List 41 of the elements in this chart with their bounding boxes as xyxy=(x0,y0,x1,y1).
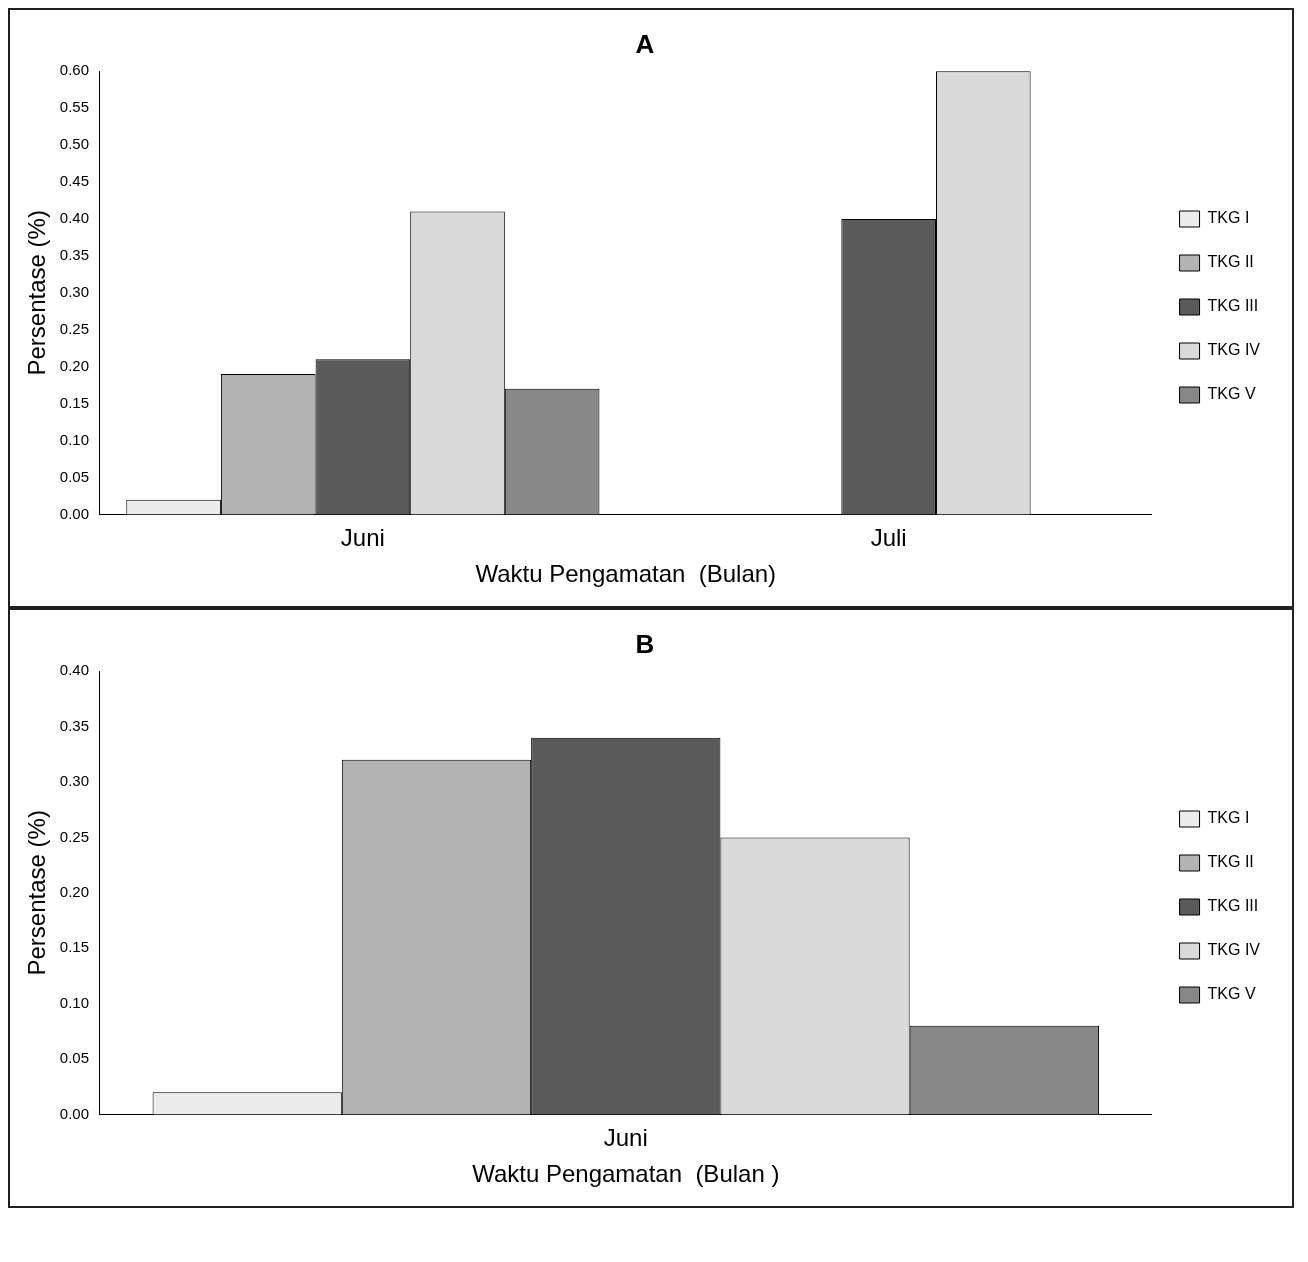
y-tick-label: 0.20 xyxy=(59,356,89,374)
legend-label: TKG III xyxy=(1207,297,1259,315)
y-tick-label: 0.25 xyxy=(59,319,89,337)
chart-title: A xyxy=(635,28,655,59)
chart-title: B xyxy=(635,628,655,659)
legend-label: TKG V xyxy=(1207,985,1256,1003)
y-tick-label: 0.60 xyxy=(59,61,89,79)
y-tick-label: 0.10 xyxy=(59,430,89,448)
y-tick-label: 0.05 xyxy=(59,467,89,485)
y-tick-label: 0.00 xyxy=(59,1104,89,1122)
legend-label: TKG I xyxy=(1207,209,1250,227)
x-axis-title: Waktu Pengamatan (Bulan) xyxy=(475,560,777,588)
y-tick-label: 0.10 xyxy=(59,993,89,1011)
x-tick-label: Juli xyxy=(870,524,907,552)
y-tick-label: 0.30 xyxy=(59,772,89,790)
y-tick-label: 0.35 xyxy=(59,716,89,734)
y-tick-label: 0.15 xyxy=(59,393,89,411)
x-axis-title: Waktu Pengamatan (Bulan ) xyxy=(472,1160,780,1188)
y-tick-label: 0.05 xyxy=(59,1049,89,1067)
y-tick-label: 0.30 xyxy=(59,282,89,300)
y-tick-label: 0.00 xyxy=(59,504,89,522)
legend-label: TKG IV xyxy=(1207,941,1261,959)
legend-label: TKG III xyxy=(1207,897,1259,915)
y-tick-label: 0.20 xyxy=(59,882,89,900)
x-tick-label: Juni xyxy=(340,524,385,552)
y-tick-label: 0.35 xyxy=(59,246,89,264)
y-tick-label: 0.55 xyxy=(59,98,89,116)
legend-label: TKG I xyxy=(1207,809,1250,827)
y-axis-title: Persentase (%) xyxy=(23,210,51,376)
y-tick-label: 0.25 xyxy=(59,827,89,845)
y-tick-label: 0.15 xyxy=(59,938,89,956)
legend-label: TKG IV xyxy=(1207,341,1261,359)
legend-label: TKG V xyxy=(1207,385,1256,403)
y-tick-label: 0.45 xyxy=(59,172,89,190)
y-tick-label: 0.40 xyxy=(59,209,89,227)
y-tick-label: 0.40 xyxy=(59,661,89,679)
legend-label: TKG II xyxy=(1207,853,1254,871)
legend-label: TKG II xyxy=(1207,253,1254,271)
y-tick-label: 0.50 xyxy=(59,135,89,153)
y-axis-title: Persentase (%) xyxy=(23,810,51,976)
x-tick-label: Juni xyxy=(603,1124,648,1152)
